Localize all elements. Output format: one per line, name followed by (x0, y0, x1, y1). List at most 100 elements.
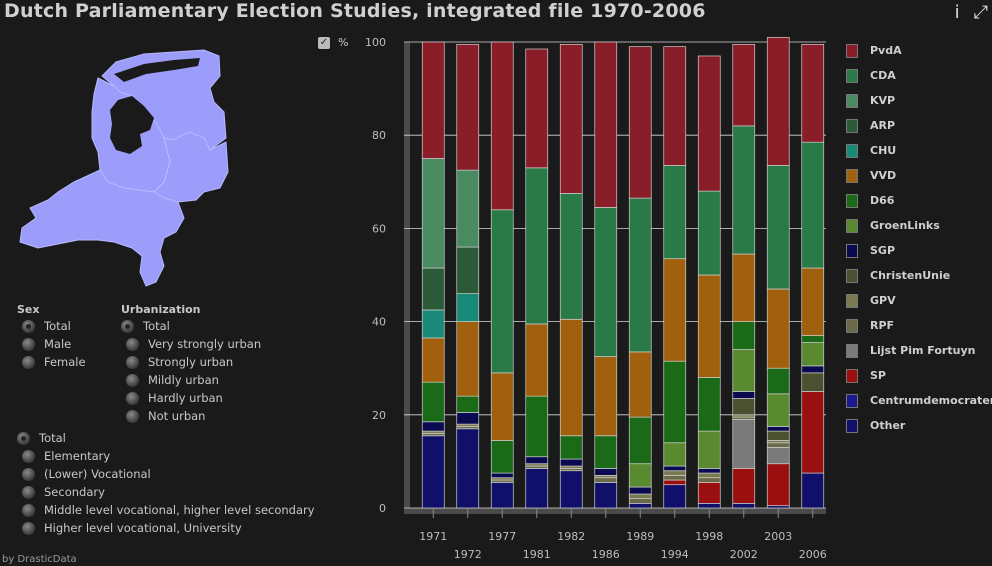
bar-segment-vvd[interactable] (490, 372, 514, 441)
bar-segment-cda[interactable] (490, 209, 514, 374)
bar-segment-pvda[interactable] (732, 43, 756, 127)
bar-segment-sgp[interactable] (801, 365, 825, 374)
bar-segment-pvda[interactable] (559, 43, 583, 194)
bar-segment-other[interactable] (697, 502, 721, 509)
checkbox-checked-icon[interactable]: ✓ (318, 36, 330, 49)
bar-segment-pvda[interactable] (490, 41, 514, 211)
bar-segment-other[interactable] (559, 470, 583, 509)
bar-segment-sgp[interactable] (490, 472, 514, 479)
bar-segment-other[interactable] (421, 435, 445, 509)
radio-dot[interactable] (22, 355, 35, 369)
bar-segment-rpf[interactable] (766, 442, 790, 448)
bar-segment-cda[interactable] (766, 165, 790, 290)
bar-segment-vvd[interactable] (663, 258, 687, 362)
legend-swatch[interactable] (846, 343, 858, 358)
bar-segment-cda[interactable] (525, 167, 549, 325)
bar-segment-vvd[interactable] (421, 337, 445, 383)
bar-segment-christenunie[interactable] (766, 430, 790, 441)
legend-item-sp[interactable]: SP (846, 363, 992, 388)
bar-segment-vvd[interactable] (594, 356, 618, 437)
bar-segment-d66[interactable] (663, 360, 687, 444)
bar-segment-rpf[interactable] (663, 475, 687, 481)
bar-segment-cda[interactable] (732, 125, 756, 255)
radio-dot[interactable] (126, 409, 139, 423)
bar-segment-rpf[interactable] (628, 498, 652, 504)
bar-segment-d66[interactable] (732, 321, 756, 350)
bar-segment-sgp[interactable] (525, 456, 549, 465)
bar-segment-rpf[interactable] (594, 477, 618, 483)
radio-urban-hardly[interactable]: Hardly urban (126, 389, 261, 407)
bar-segment-vvd[interactable] (801, 267, 825, 336)
legend-item-d66[interactable]: D66 (846, 188, 992, 213)
radio-edu-vocational[interactable]: (Lower) Vocational (22, 465, 315, 483)
radio-sex-male[interactable]: Male (22, 335, 86, 353)
bar-segment-rpf[interactable] (697, 477, 721, 483)
bar-segment-vvd[interactable] (525, 323, 549, 397)
bar-segment-groenlinks[interactable] (732, 349, 756, 392)
radio-dot[interactable] (17, 431, 30, 445)
legend-item-arp[interactable]: ARP (846, 113, 992, 138)
legend-swatch[interactable] (846, 193, 858, 208)
bar-segment-sp[interactable] (663, 479, 687, 486)
credit-text[interactable]: by DrasticData (2, 554, 77, 565)
bar-segment-cda[interactable] (594, 207, 618, 357)
legend-swatch[interactable] (846, 43, 858, 58)
info-icon[interactable]: i (954, 2, 960, 23)
bar-segment-gpv[interactable] (697, 472, 721, 479)
bar-segment-sgp[interactable] (697, 468, 721, 474)
radio-dot[interactable] (126, 373, 139, 387)
bar-segment-groenlinks[interactable] (697, 430, 721, 469)
bar-segment-d66[interactable] (628, 416, 652, 465)
bar-segment-sgp[interactable] (628, 486, 652, 495)
bar-segment-gpv[interactable] (663, 470, 687, 476)
bar-segment-other[interactable] (663, 484, 687, 509)
bar-segment-chu[interactable] (421, 309, 445, 339)
bar-segment-vvd[interactable] (732, 253, 756, 322)
bar-segment-d66[interactable] (594, 435, 618, 469)
bar-segment-cda[interactable] (628, 197, 652, 353)
radio-edu-higher[interactable]: Higher level vocational, University (22, 519, 315, 537)
bar-segment-vvd[interactable] (697, 274, 721, 378)
legend-swatch[interactable] (846, 293, 858, 308)
legend-swatch[interactable] (846, 393, 858, 408)
radio-urban-total[interactable]: Total (121, 317, 261, 335)
bar-segment-sgp[interactable] (559, 458, 583, 467)
legend-swatch[interactable] (846, 143, 858, 158)
bar-segment-pvda[interactable] (525, 48, 549, 169)
radio-dot[interactable] (22, 521, 35, 535)
radio-sex-total[interactable]: Total (22, 317, 86, 335)
radio-edu-elementary[interactable]: Elementary (22, 447, 315, 465)
bar-segment-gpv[interactable] (628, 493, 652, 500)
radio-urban-mildly[interactable]: Mildly urban (126, 371, 261, 389)
bar-segment-other[interactable] (801, 472, 825, 509)
radio-edu-secondary[interactable]: Secondary (22, 483, 315, 501)
radio-dot[interactable] (22, 449, 35, 463)
bar-segment-d66[interactable] (490, 440, 514, 474)
bar-segment-cda[interactable] (801, 141, 825, 269)
bar-segment-sgp[interactable] (766, 426, 790, 432)
legend-item-groenlinks[interactable]: GroenLinks (846, 213, 992, 238)
legend-item-gpv[interactable]: GPV (846, 288, 992, 313)
radio-dot[interactable] (22, 485, 35, 499)
legend-swatch[interactable] (846, 243, 858, 258)
bar-segment-vvd[interactable] (456, 321, 480, 397)
bar-segment-d66[interactable] (766, 367, 790, 395)
radio-dot[interactable] (22, 503, 35, 517)
radio-urban-very-strongly[interactable]: Very strongly urban (126, 335, 261, 353)
bar-segment-chu[interactable] (456, 293, 480, 322)
legend-swatch[interactable] (846, 93, 858, 108)
bar-segment-pvda[interactable] (766, 36, 790, 166)
radio-dot[interactable] (22, 467, 35, 481)
bar-segment-cda[interactable] (559, 193, 583, 320)
legend-swatch[interactable] (846, 68, 858, 83)
map-region-south[interactable] (19, 169, 185, 287)
bar-segment-pvda[interactable] (628, 46, 652, 199)
bar-segment-sp[interactable] (697, 482, 721, 504)
bar-segment-christenunie[interactable] (732, 398, 756, 416)
legend-swatch[interactable] (846, 318, 858, 333)
bar-segment-kvp[interactable] (421, 158, 445, 269)
bar-segment-pvda[interactable] (801, 43, 825, 143)
bar-segment-sgp[interactable] (594, 468, 618, 476)
legend-item-other[interactable]: Other (846, 413, 992, 438)
netherlands-map[interactable] (14, 42, 244, 294)
